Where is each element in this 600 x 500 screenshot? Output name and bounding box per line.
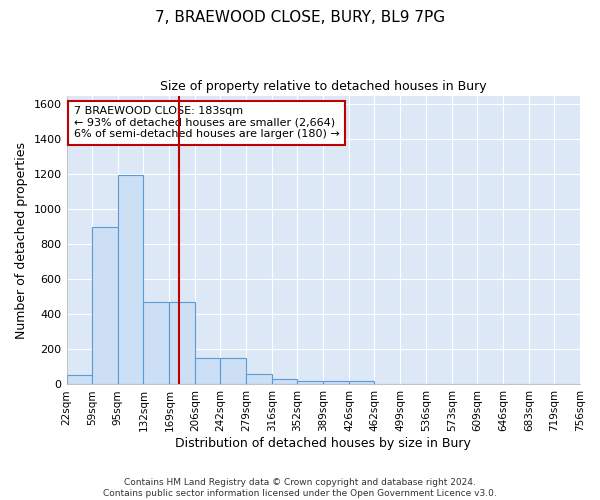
Y-axis label: Number of detached properties: Number of detached properties	[15, 142, 28, 338]
Text: 7 BRAEWOOD CLOSE: 183sqm
← 93% of detached houses are smaller (2,664)
6% of semi: 7 BRAEWOOD CLOSE: 183sqm ← 93% of detach…	[74, 106, 339, 140]
Title: Size of property relative to detached houses in Bury: Size of property relative to detached ho…	[160, 80, 487, 93]
Bar	[349, 381, 374, 384]
Bar	[169, 302, 195, 384]
Bar	[247, 374, 272, 384]
Text: Contains HM Land Registry data © Crown copyright and database right 2024.
Contai: Contains HM Land Registry data © Crown c…	[103, 478, 497, 498]
Bar	[118, 175, 143, 384]
Bar	[92, 227, 118, 384]
Bar	[272, 379, 298, 384]
Text: 7, BRAEWOOD CLOSE, BURY, BL9 7PG: 7, BRAEWOOD CLOSE, BURY, BL9 7PG	[155, 10, 445, 25]
Bar	[323, 381, 349, 384]
Bar	[67, 375, 92, 384]
Bar	[143, 302, 169, 384]
Bar	[220, 358, 247, 384]
X-axis label: Distribution of detached houses by size in Bury: Distribution of detached houses by size …	[175, 437, 471, 450]
Bar	[195, 358, 220, 384]
Bar	[298, 381, 323, 384]
